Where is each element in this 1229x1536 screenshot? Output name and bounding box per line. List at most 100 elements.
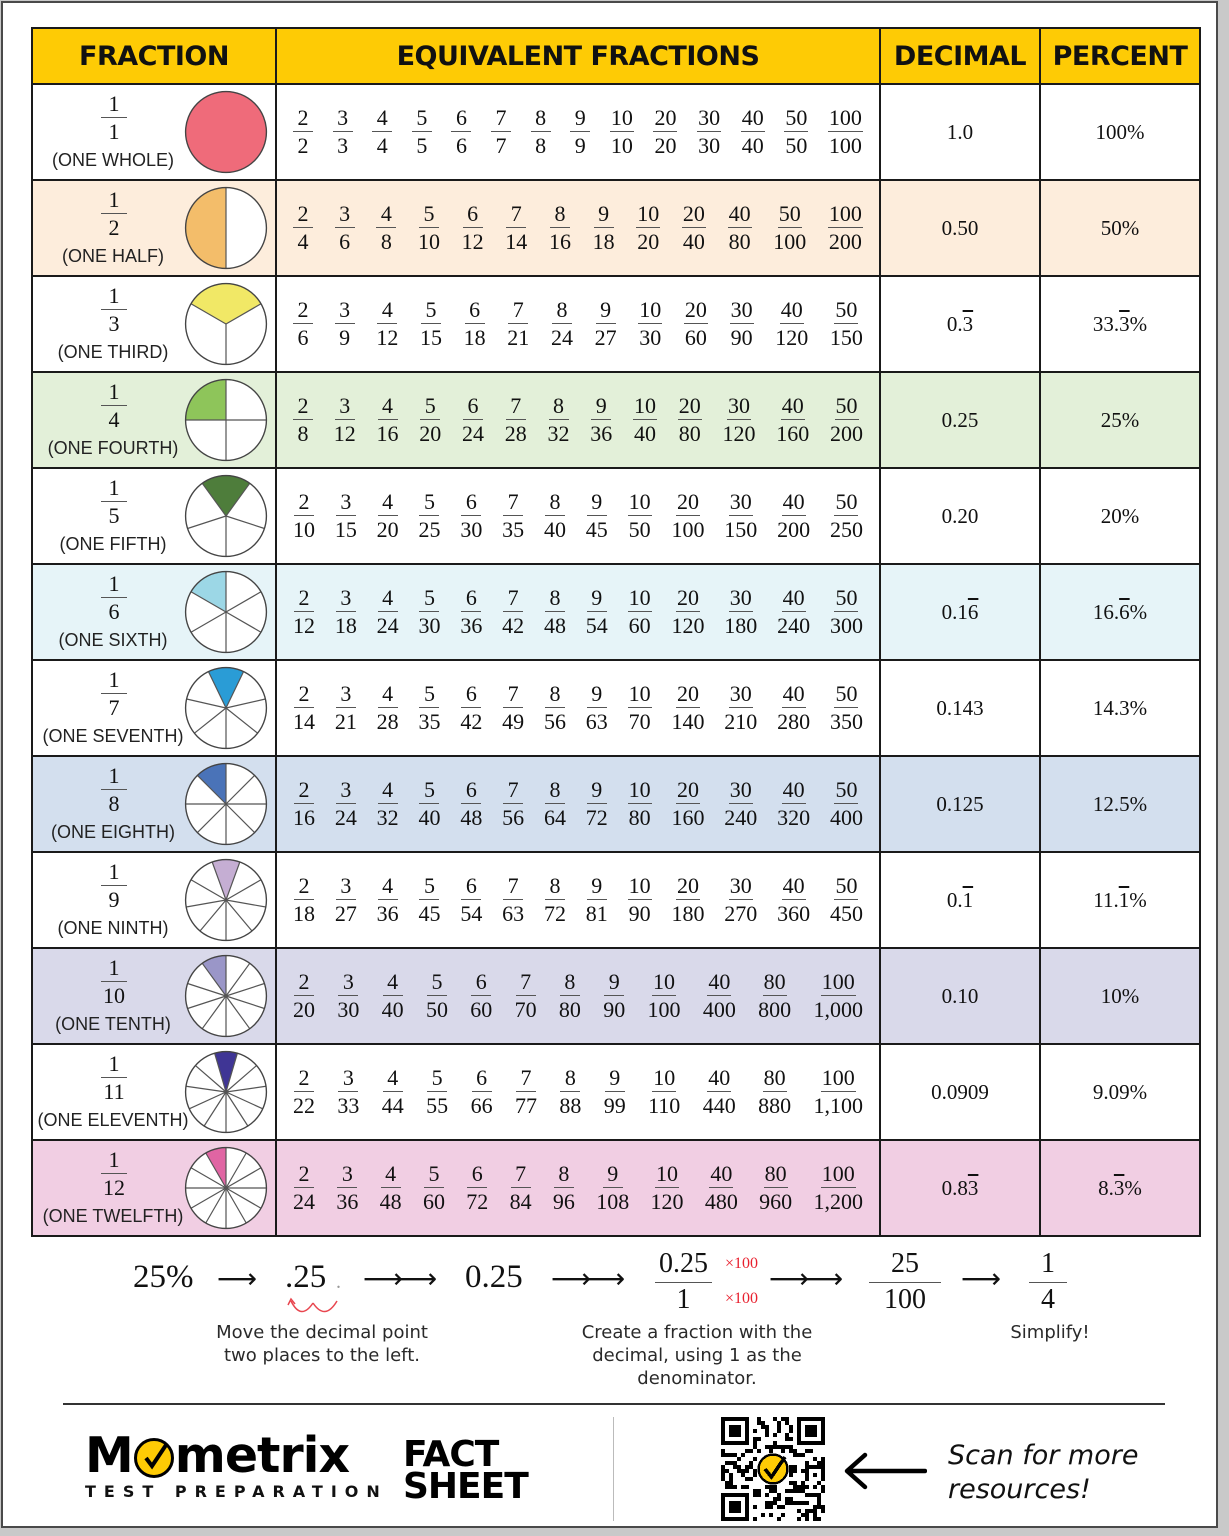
checkmark-circle-icon	[133, 1437, 174, 1478]
fraction-name: (ONE EIGHTH)	[51, 822, 175, 842]
conversion-example: 25% ⟶ .25 . ⟶⟶ 0.25 ⟶⟶ 0.25 1 ×100 ×100 …	[3, 1243, 1229, 1393]
equivalent-fraction: 80 960	[759, 1161, 793, 1214]
equivalent-fraction: 5 55	[426, 1065, 449, 1118]
arrow-icon: ⟶	[961, 1262, 1002, 1295]
mometrix-logo: M metrix TEST PREPARATION	[85, 1427, 388, 1501]
qr-code[interactable]	[721, 1417, 825, 1521]
equivalent-fraction: 8 24	[550, 297, 573, 350]
equivalent-fraction: 30 30	[697, 105, 722, 158]
fraction-cell: 1 9 (ONE NINTH)	[31, 851, 277, 949]
decimal-cell: 0.125	[879, 755, 1041, 853]
percent-cell: 10%	[1039, 947, 1201, 1045]
equivalent-fraction: 2 14	[293, 681, 315, 734]
decimal-cell: 0.25	[879, 371, 1041, 469]
equivalent-fraction: 50 100	[773, 201, 807, 254]
equivalent-fraction: 4 16	[376, 393, 399, 446]
equivalent-fraction: 40 40	[740, 105, 765, 158]
equivalent-fraction: 10 80	[627, 777, 652, 830]
table-row: 1 7 (ONE SEVENTH) 2 14 3 21 4 28 5 35 6 42 7 49 8 56 9 63 1…	[31, 659, 1201, 757]
equivalent-fractions-cell: 2 20 3 30 4 40 5 50 6 60 7 70 8 80 9 90 10 100 40 400 80 800 1…	[275, 947, 881, 1045]
pie-chart-icon	[184, 570, 268, 654]
equivalent-fraction: 10 110	[648, 1065, 681, 1118]
equivalent-fraction: 4 40	[381, 969, 404, 1022]
arrow-icon: ⟶	[217, 1262, 258, 1295]
arrow-icon: ⟶⟶	[551, 1262, 625, 1295]
equivalent-fraction: 3 36	[336, 1161, 359, 1214]
equivalent-fraction: 7 35	[502, 489, 525, 542]
equivalent-fraction: 7 42	[502, 585, 525, 638]
equivalent-fraction: 10 30	[638, 297, 663, 350]
fraction-name: (ONE SIXTH)	[58, 630, 168, 650]
decimal-cell: 0.16	[879, 563, 1041, 661]
equivalent-fraction: 4 12	[376, 297, 399, 350]
equivalent-fraction: 6 42	[460, 681, 483, 734]
equivalent-fraction: 9 45	[585, 489, 608, 542]
example-decimal: 0.25	[465, 1259, 523, 1295]
table-header-row: FRACTION EQUIVALENT FRACTIONS DECIMAL PE…	[31, 27, 1201, 85]
pie-chart-icon	[184, 954, 268, 1038]
fraction-cell: 1 10 (ONE TENTH)	[31, 947, 277, 1045]
percent-cell: 50%	[1039, 179, 1201, 277]
equivalent-fraction: 20 180	[671, 873, 705, 926]
fraction-cell: 1 3 (ONE THIRD)	[31, 275, 277, 373]
percent-cell: 25%	[1039, 371, 1201, 469]
pie-chart-icon	[184, 378, 268, 462]
equivalent-fractions-cell: 2 18 3 27 4 36 5 45 6 54 7 63 8 72 9 81 10 90 20 180 30 270 40…	[275, 851, 881, 949]
pie-chart-icon	[184, 282, 268, 366]
equivalent-fractions-cell: 2 24 3 36 4 48 5 60 6 72 7 84 8 96 9 108 10 120 40 480 80 960…	[275, 1139, 881, 1237]
equivalent-fraction: 50 250	[829, 489, 863, 542]
equivalent-fraction: 3 33	[337, 1065, 360, 1118]
equivalent-fraction: 2 20	[293, 969, 315, 1022]
equivalent-fraction: 30 180	[724, 585, 758, 638]
equivalent-fraction: 7 28	[504, 393, 527, 446]
equivalent-fraction: 7 70	[514, 969, 537, 1022]
example-simplified-fraction: 1 4	[1029, 1248, 1067, 1316]
table-row: 1 8 (ONE EIGHTH) 2 16 3 24 4 32 5 40 6 48 7 56 8 64 9 72 10…	[31, 755, 1201, 853]
percent-cell: 14.3%	[1039, 659, 1201, 757]
equivalent-fraction: 100 1,100	[813, 1065, 863, 1118]
fraction-name: (ONE ELEVENTH)	[37, 1110, 189, 1130]
pie-chart-icon	[184, 186, 268, 270]
pie-chart-icon	[184, 1050, 268, 1134]
equivalent-fraction: 9 27	[594, 297, 617, 350]
equivalent-fraction: 7 21	[507, 297, 530, 350]
fraction-name: (ONE FIFTH)	[59, 534, 167, 554]
percent-cell: 11.1%	[1039, 851, 1201, 949]
fraction-name: (ONE NINTH)	[57, 918, 169, 938]
equivalent-fraction: 5 30	[418, 585, 441, 638]
equivalent-fraction: 9 99	[603, 1065, 626, 1118]
equivalent-fraction: 20 80	[677, 393, 702, 446]
equivalent-fraction: 20 40	[681, 201, 706, 254]
equivalent-fraction: 40 160	[776, 393, 810, 446]
caption-move-decimal: Move the decimal point two places to the…	[216, 1322, 428, 1366]
pie-chart-icon	[184, 90, 268, 174]
equivalent-fraction: 5 40	[418, 777, 441, 830]
equivalent-fraction: 10 70	[627, 681, 652, 734]
equivalent-fraction: 50 400	[829, 777, 863, 830]
equivalent-fraction: 40 120	[775, 297, 809, 350]
equivalent-fraction: 7 49	[502, 681, 525, 734]
decimal-jump-arrows-icon	[287, 1297, 338, 1313]
equivalent-fraction: 4 44	[381, 1065, 404, 1118]
fraction-cell: 1 12 (ONE TWELFTH)	[31, 1139, 277, 1237]
equivalent-fraction: 8 48	[543, 585, 566, 638]
equivalent-fraction: 7 56	[502, 777, 525, 830]
repeating-digit: 3	[962, 311, 974, 336]
equivalent-fraction: 5 10	[417, 201, 440, 254]
equivalent-fraction: 6 72	[466, 1161, 489, 1214]
equivalent-fractions-cell: 2 16 3 24 4 32 5 40 6 48 7 56 8 64 9 72 10 80 20 160 30 240 40…	[275, 755, 881, 853]
unit-fraction: 1 11	[101, 1053, 127, 1103]
header-equivalent-fractions: EQUIVALENT FRACTIONS	[275, 27, 881, 85]
equivalent-fraction: 30 150	[724, 489, 758, 542]
pie-chart-icon	[184, 474, 268, 558]
table-row: 1 1 (ONE WHOLE) 2 2 3 3 4 4 5 5 6 6 7 7 8 8 9 9 10 10 20 20 30 3…	[31, 83, 1201, 181]
equivalent-fraction: 9 108	[596, 1161, 630, 1214]
percent-cell: 20%	[1039, 467, 1201, 565]
percent-cell: 100%	[1039, 83, 1201, 181]
equivalent-fraction: 3 18	[334, 585, 357, 638]
